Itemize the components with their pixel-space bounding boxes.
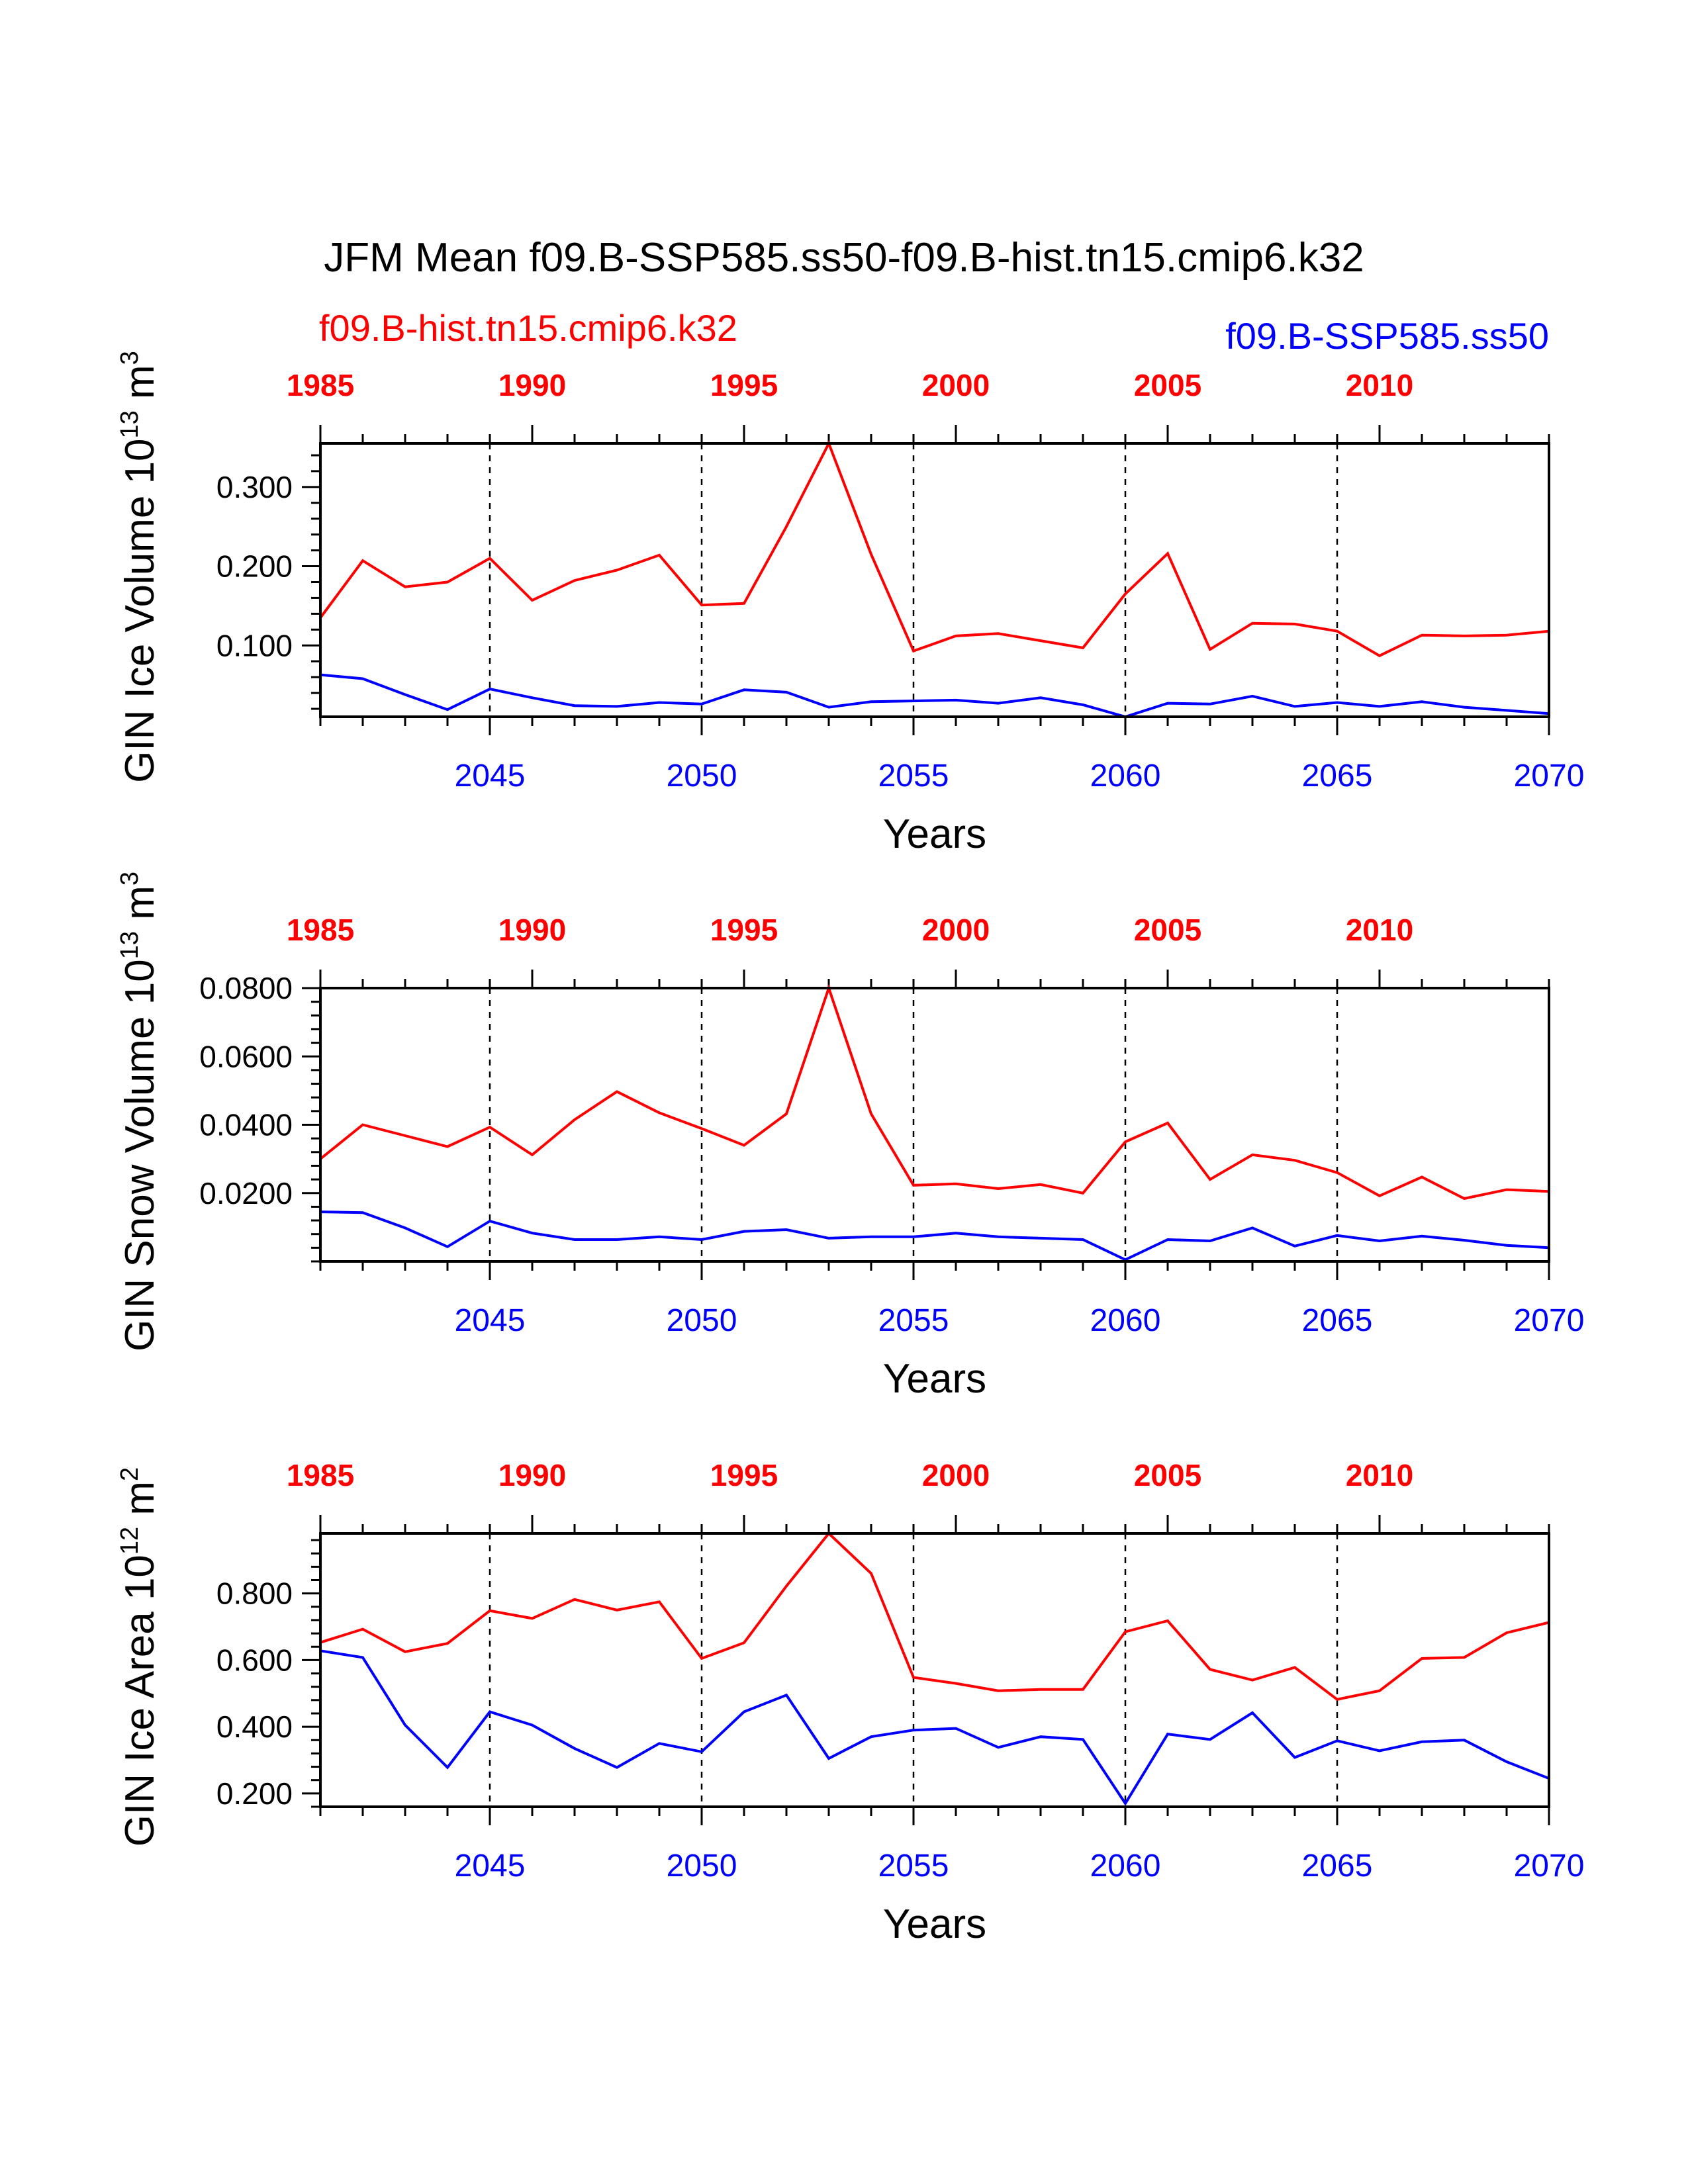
top-axis-tick-label: 1990 <box>498 368 566 402</box>
y-axis-tick-label: 0.400 <box>216 1709 293 1744</box>
bottom-axis-tick-label: 2065 <box>1302 1303 1373 1338</box>
y-axis-tick-label: 0.200 <box>216 1776 293 1811</box>
plot-frame <box>319 987 1550 1263</box>
x-axis-label: Years <box>883 1901 986 1947</box>
y-axis-tick-label: 0.100 <box>216 628 293 662</box>
top-axis-tick-label: 2010 <box>1346 1458 1413 1492</box>
plot-frame <box>319 442 1550 718</box>
top-axis-tick-label: 1995 <box>710 913 778 947</box>
bottom-axis-tick-label: 2050 <box>667 1848 737 1884</box>
bottom-axis-tick-label: 2060 <box>1090 758 1161 794</box>
bottom-axis-tick-label: 2045 <box>455 1848 526 1884</box>
y-axis-tick-label: 0.300 <box>216 470 293 504</box>
top-axis-tick-label: 2010 <box>1346 368 1413 402</box>
y-axis-label: GIN Ice Volume 1013 m3 <box>116 351 163 783</box>
bottom-axis-tick-label: 2050 <box>667 758 737 794</box>
top-axis-tick-label: 1990 <box>498 913 566 947</box>
y-axis-tick-label: 0.600 <box>216 1643 293 1677</box>
top-axis-tick-label: 2000 <box>922 368 990 402</box>
x-axis-label: Years <box>883 1356 986 1402</box>
plot-frame <box>319 1532 1550 1808</box>
series-line <box>320 1210 1550 1261</box>
bottom-axis-tick-label: 2060 <box>1090 1848 1161 1884</box>
series-line <box>320 1649 1550 1806</box>
top-axis-tick-label: 1995 <box>710 368 778 402</box>
chart-panel: 1985 1990 1995 2000 2005 2010 2045 2050 2055 2060… <box>116 1458 1584 1947</box>
y-axis-label: GIN Ice Area 1012 m2 <box>116 1467 163 1846</box>
bottom-axis-tick-label: 2065 <box>1302 758 1373 794</box>
bottom-axis-tick-label: 2070 <box>1514 1848 1585 1884</box>
y-axis-tick-label: 0.0800 <box>199 971 293 1005</box>
bottom-axis-tick-label: 2065 <box>1302 1848 1373 1884</box>
series-line <box>320 1531 1550 1701</box>
y-axis-tick-label: 0.0200 <box>199 1176 293 1210</box>
bottom-axis-tick-label: 2045 <box>455 1303 526 1338</box>
top-axis-tick-label: 2005 <box>1134 368 1201 402</box>
series-line <box>319 440 1550 658</box>
top-axis-tick-label: 2005 <box>1134 1458 1201 1492</box>
bottom-axis-tick-label: 2045 <box>455 758 526 794</box>
x-axis-label: Years <box>883 811 986 857</box>
top-axis-tick-label: 1995 <box>710 1458 778 1492</box>
top-axis-tick-label: 1985 <box>287 368 354 402</box>
top-axis-tick-label: 2005 <box>1134 913 1201 947</box>
y-axis-tick-label: 0.0600 <box>199 1039 293 1073</box>
chart-panel: 1985 1990 1995 2000 2005 2010 2045 2050 2055 2060… <box>116 351 1584 857</box>
y-axis-label: GIN Snow Volume 1013 m3 <box>116 872 163 1351</box>
bottom-axis-tick-label: 2055 <box>878 1848 949 1884</box>
top-axis-tick-label: 1985 <box>287 913 354 947</box>
legend-label-red: f09.B-hist.tn15.cmip6.k32 <box>319 307 737 349</box>
y-axis-tick-label: 0.200 <box>216 549 293 584</box>
top-axis-tick-label: 2000 <box>922 913 990 947</box>
bottom-axis-tick-label: 2055 <box>878 758 949 794</box>
series-line <box>319 983 1550 1201</box>
top-axis-tick-label: 2010 <box>1346 913 1413 947</box>
bottom-axis-tick-label: 2055 <box>878 1303 949 1338</box>
top-axis-tick-label: 2000 <box>922 1458 990 1492</box>
top-axis-tick-label: 1985 <box>287 1458 354 1492</box>
bottom-axis-tick-label: 2070 <box>1514 758 1585 794</box>
bottom-axis-tick-label: 2050 <box>667 1303 737 1338</box>
legend-label-blue: f09.B-SSP585.ss50 <box>1225 315 1549 357</box>
chart-panels: 1985 1990 1995 2000 2005 2010 2045 2050 2055 2060… <box>116 351 1584 1947</box>
chart-panel: 1985 1990 1995 2000 2005 2010 2045 2050 2055 2060… <box>116 872 1584 1402</box>
series-line <box>320 673 1550 719</box>
y-axis-tick-label: 0.800 <box>216 1576 293 1611</box>
bottom-axis-tick-label: 2060 <box>1090 1303 1161 1338</box>
y-axis-tick-label: 0.0400 <box>199 1108 293 1142</box>
chart-title: JFM Mean f09.B-SSP585.ss50-f09.B-hist.tn… <box>324 235 1364 281</box>
top-axis-tick-label: 1990 <box>498 1458 566 1492</box>
bottom-axis-tick-label: 2070 <box>1514 1303 1585 1338</box>
